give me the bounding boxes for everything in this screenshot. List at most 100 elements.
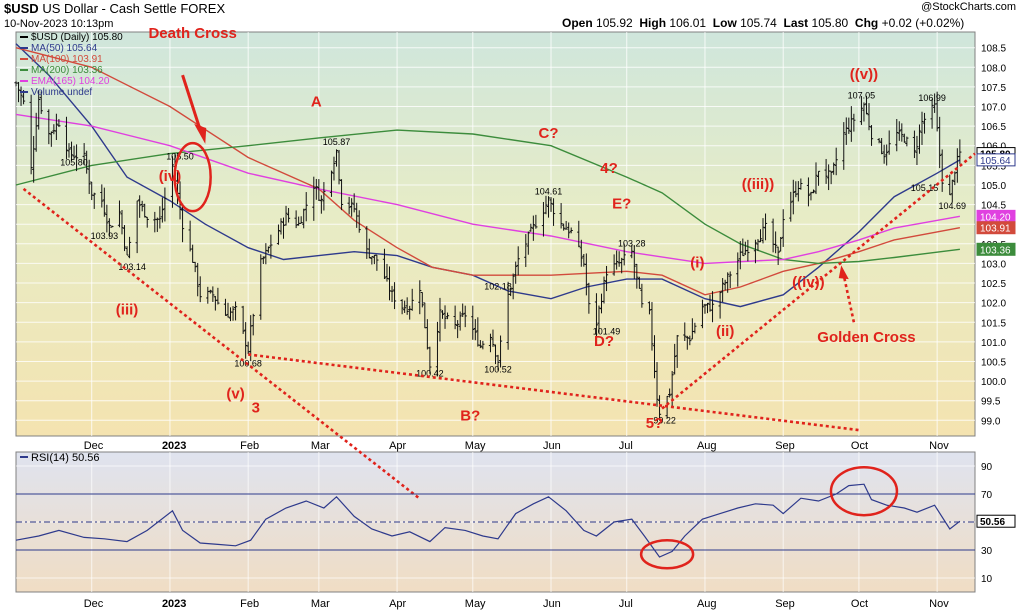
rsi-tick-label: 90	[981, 462, 993, 473]
rsi-x-tick-label: Nov	[929, 598, 949, 610]
chg-label: Chg	[854, 16, 879, 30]
wave-label: Golden Cross	[817, 329, 915, 346]
golden-cross-arrow	[842, 274, 856, 323]
watermark: @StockCharts.com	[921, 1, 1016, 13]
price-tick-label: 102.0	[981, 299, 1006, 310]
last-marker-text: 103.36	[980, 245, 1011, 256]
legend-text: MA(100) 103.91	[31, 54, 103, 65]
legend-text: $USD (Daily) 105.80	[31, 32, 123, 43]
value-label: 107.05	[848, 91, 876, 101]
price-tick-label: 105.5	[981, 161, 1006, 172]
low-value: 105.74	[740, 16, 777, 30]
value-label: 99.22	[653, 416, 676, 426]
trendline-lower	[248, 353, 860, 432]
value-label: 100.52	[484, 365, 512, 375]
wave-label: 3	[252, 399, 260, 416]
value-label: 106.99	[918, 93, 946, 103]
value-label: 105.80	[60, 158, 88, 168]
value-label: 103.28	[618, 238, 646, 248]
last-marker-box	[976, 242, 1016, 256]
rsi-x-tick-label: May	[465, 598, 486, 610]
legend-text: EMA(165) 104.20	[31, 76, 110, 87]
wave-label: (v)	[226, 386, 244, 403]
x-tick-label: Mar	[311, 440, 330, 452]
rsi-last-marker: 50.56	[976, 514, 1016, 528]
wave-label: (iv)	[159, 168, 182, 185]
legend-entry: MA(50) 105.64	[20, 43, 98, 54]
value-label: 104.61	[535, 186, 563, 196]
x-tick-label: Feb	[240, 440, 259, 452]
wave-label: (i)	[690, 254, 704, 271]
price-last-marker: 103.91	[976, 221, 1016, 235]
rsi-oversold-circle	[639, 538, 695, 570]
rsi-x-tick-label: Jul	[619, 598, 633, 610]
price-tick-label: 107.5	[981, 83, 1006, 94]
chart-title: $USD US Dollar - Cash Settle FOREX	[4, 1, 225, 16]
price-last-marker: 103.36	[976, 242, 1016, 256]
rsi-legend: RSI(14) 50.56	[20, 452, 99, 464]
rsi-line	[15, 483, 961, 558]
rsi-x-tick-label: Feb	[240, 598, 259, 610]
x-tick-label: Dec	[84, 440, 104, 452]
death-cross-circle	[173, 141, 212, 213]
x-tick-label: Jun	[543, 440, 561, 452]
wave-label: C?	[538, 125, 558, 142]
price-tick-label: 100.0	[981, 377, 1006, 388]
series-line-ma50	[15, 43, 961, 308]
open-label: Open	[562, 16, 593, 30]
x-tick-label: Sep	[775, 440, 795, 452]
x-tick-label: Apr	[389, 440, 406, 452]
rsi-x-tick-label: Apr	[389, 598, 406, 610]
ohlc-bars	[14, 81, 962, 419]
price-tick-label: 101.0	[981, 338, 1006, 349]
price-tick-label: 102.5	[981, 279, 1006, 290]
legend-text: MA(200) 103.36	[31, 65, 103, 76]
high-label: High	[639, 16, 667, 30]
wave-label: A	[311, 94, 322, 111]
x-tick-label: May	[465, 440, 486, 452]
exchange-label: FOREX	[180, 1, 226, 16]
death-cross-arrow	[181, 74, 202, 131]
legend-entry: MA(200) 103.36	[20, 65, 103, 76]
rsi-x-tick-label: Sep	[775, 598, 795, 610]
x-tick-label: Jul	[619, 440, 633, 452]
wave-label: B?	[460, 407, 480, 424]
open-value: 105.92	[596, 16, 633, 30]
quote-bar: Open 105.92 High 106.01 Low 105.74 Last …	[562, 16, 964, 30]
rsi-tick-label: 30	[981, 546, 993, 557]
low-label: Low	[712, 16, 737, 30]
price-tick-label: 103.0	[981, 259, 1006, 270]
last-marker-box	[976, 514, 1016, 528]
chart-date: 10-Nov-2023 10:13pm	[4, 18, 114, 30]
legend-entry: Volume undef	[20, 87, 92, 98]
price-tick-label: 108.5	[981, 44, 1006, 55]
price-tick-label: 100.5	[981, 357, 1006, 368]
legend-entry: MA(100) 103.91	[20, 54, 103, 65]
price-tick-label: 106.5	[981, 122, 1006, 133]
golden-cross-arrowhead	[838, 265, 849, 280]
trendline-up	[661, 152, 976, 410]
rsi-tick-label: 10	[981, 574, 993, 585]
price-panel	[15, 31, 976, 437]
legend-text: MA(50) 105.64	[31, 43, 98, 54]
value-label: 105.50	[166, 151, 194, 161]
rsi-x-tick-label: Mar	[311, 598, 330, 610]
high-value: 106.01	[669, 16, 707, 30]
rsi-x-tick-label: Oct	[851, 598, 868, 610]
chg-value: +0.02 (+0.02%)	[881, 16, 965, 30]
last-marker-box	[976, 221, 1016, 235]
price-last-marker: 105.64	[976, 153, 1016, 167]
last-marker-text: 105.64	[980, 156, 1011, 167]
rsi-overbought-circle	[829, 465, 899, 517]
wave-label: 4?	[600, 160, 618, 177]
wave-label: ((v))	[850, 66, 878, 83]
value-label: 100.42	[416, 369, 444, 379]
wave-label: D?	[594, 333, 614, 350]
rsi-x-tick-label: Dec	[84, 598, 104, 610]
price-tick-label: 108.0	[981, 63, 1006, 74]
death-cross-arrowhead	[194, 124, 207, 144]
x-tick-label: 2023	[162, 440, 186, 452]
series-line-ema165	[15, 113, 961, 265]
value-label: 103.93	[91, 231, 119, 241]
